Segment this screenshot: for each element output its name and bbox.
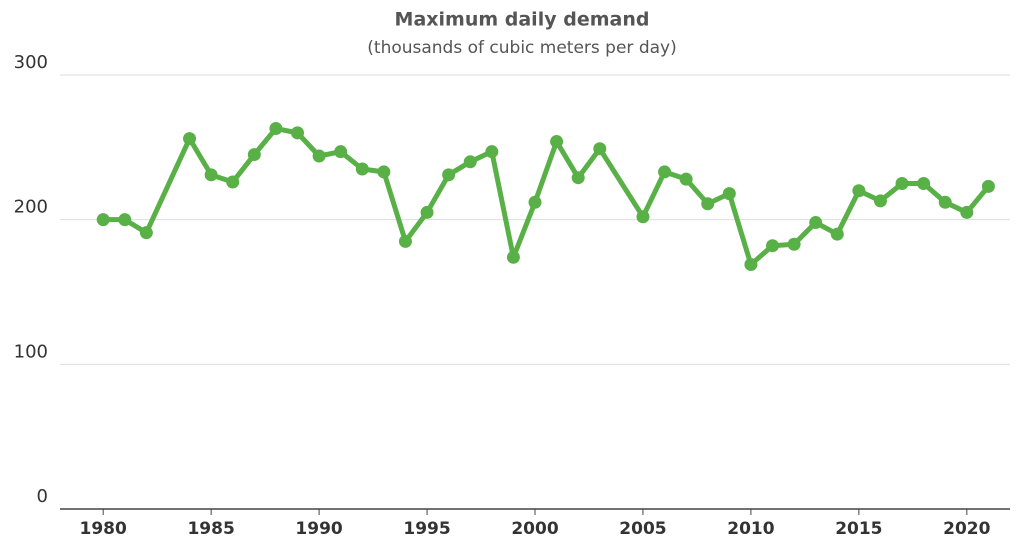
- point: [377, 165, 391, 179]
- point: [247, 148, 261, 162]
- x-tick-label: 2005: [619, 519, 666, 539]
- point: [981, 179, 995, 193]
- x-tick-label: 1990: [295, 519, 342, 539]
- point: [226, 175, 240, 189]
- x-tick-label: 2000: [511, 519, 558, 539]
- chart-title: Maximum daily demand: [395, 9, 650, 31]
- x-tick-label: 1995: [403, 519, 450, 539]
- point: [291, 126, 304, 140]
- y-tick-label: 100: [14, 341, 48, 362]
- y-tick-label: 300: [14, 52, 48, 73]
- point: [960, 205, 974, 219]
- line: [103, 126, 991, 268]
- point: [118, 213, 132, 227]
- point: [571, 171, 585, 185]
- x-tick-label: 1980: [80, 519, 127, 539]
- point: [463, 155, 477, 169]
- point: [550, 135, 564, 149]
- point: [506, 250, 520, 264]
- point: [96, 213, 110, 227]
- point: [420, 205, 434, 219]
- point: [636, 210, 650, 224]
- point: [701, 197, 715, 211]
- point: [787, 237, 801, 251]
- point: [917, 177, 931, 190]
- x-tick-label: 2020: [943, 519, 990, 539]
- point: [593, 142, 607, 156]
- point: [744, 258, 758, 272]
- chart-subtitle: (thousands of cubic meters per day): [367, 38, 676, 58]
- point: [312, 149, 326, 163]
- point: [485, 145, 499, 159]
- point: [139, 226, 153, 240]
- x-tick-label: 2015: [835, 519, 882, 539]
- point: [830, 227, 844, 241]
- point: [269, 122, 283, 136]
- point: [679, 172, 693, 186]
- point: [722, 187, 736, 201]
- point: [766, 239, 779, 253]
- y-tick-label: 200: [14, 197, 48, 218]
- point: [809, 216, 823, 230]
- point: [183, 132, 197, 146]
- point: [334, 145, 348, 159]
- point: [895, 177, 909, 190]
- point: [528, 195, 542, 209]
- point: [204, 168, 218, 182]
- point: [873, 194, 887, 208]
- x-tick-label: 2010: [727, 519, 774, 539]
- x-tick-label: 1985: [187, 519, 234, 539]
- point: [442, 168, 456, 182]
- point: [658, 165, 672, 179]
- point: [938, 195, 952, 209]
- point: [355, 162, 369, 176]
- y-tick-label: 0: [37, 486, 48, 507]
- point: [398, 234, 412, 248]
- point: [852, 184, 866, 198]
